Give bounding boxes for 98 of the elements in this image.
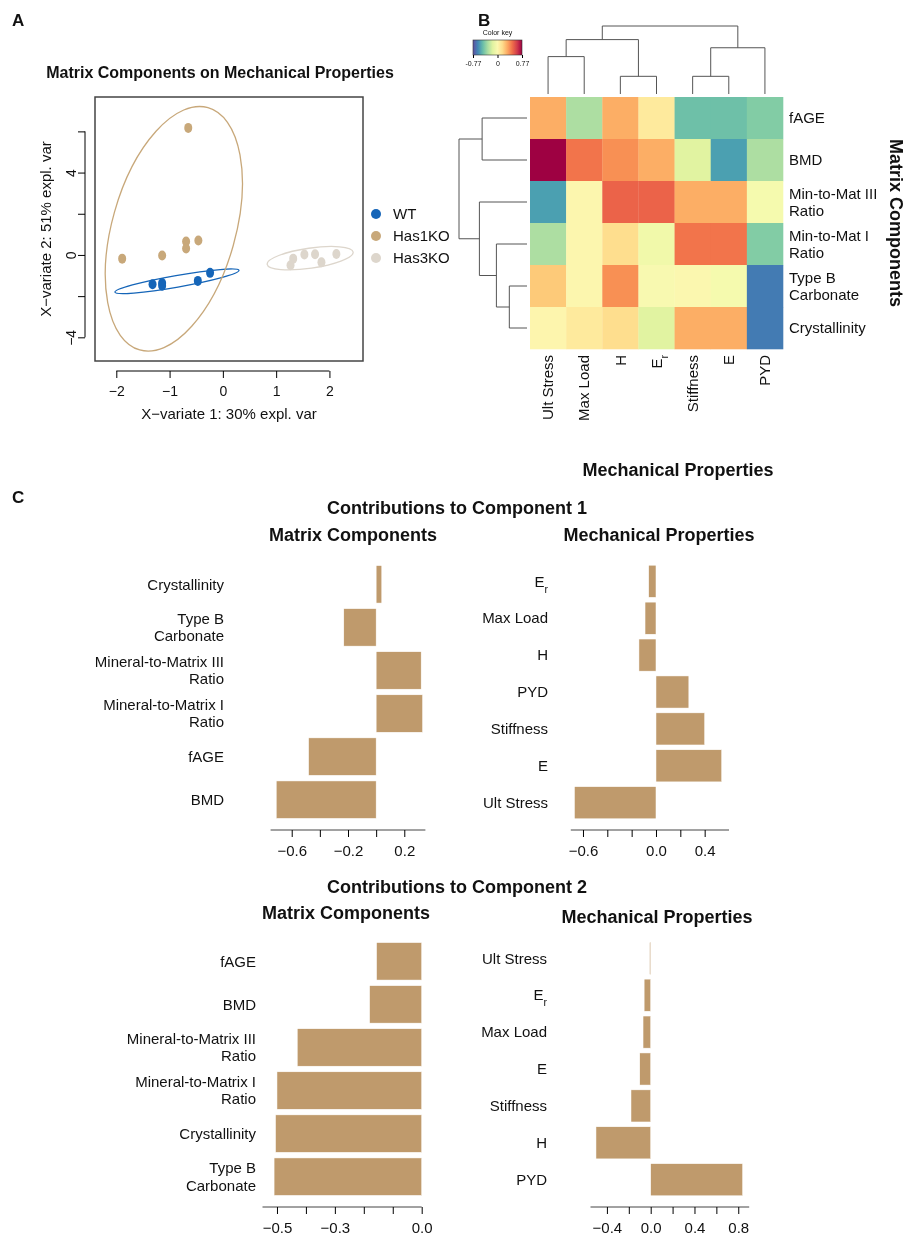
point (332, 248, 341, 259)
bar (375, 565, 383, 604)
x-tick-label: −0.2 (333, 841, 364, 859)
bar (574, 786, 657, 820)
x-tick-label: 0.0 (646, 841, 667, 859)
y-tick-label: Mineral-to-Matrix III Ratio (126, 1030, 256, 1065)
x-tick-label: −1 (162, 383, 179, 400)
chart-subtitle: Matrix Components (268, 525, 438, 546)
bar (655, 712, 705, 746)
y-tick-label: Max Load (482, 609, 548, 627)
y-tick-label: Mineral-to-Matrix I Ratio (135, 1073, 256, 1108)
y-tick-label: fAGE (188, 747, 224, 765)
y-tick-label: E$_{r}$ (533, 986, 548, 1009)
y-tick-label: fAGE (789, 109, 825, 127)
legend-label: Has3KO (393, 249, 450, 267)
y-tick-label: Max Load (481, 1023, 547, 1041)
bar (343, 608, 377, 647)
chart-subtitle: Mechanical Properties (563, 525, 755, 546)
y-tick-label: E$_{r}$ (534, 572, 549, 595)
y-tick-label: H (536, 1134, 547, 1152)
x-tick-label: 0.4 (684, 1218, 706, 1236)
bar (648, 564, 657, 598)
x-axis-title: Mechanical Properties (582, 460, 774, 481)
y-axis-title: Matrix Components (885, 138, 906, 308)
point (317, 257, 326, 268)
x-tick-label: H (611, 355, 629, 366)
y-tick-label: Mineral-to-Matrix I Ratio (103, 696, 224, 731)
point (311, 249, 320, 260)
chart-title: Matrix Components on Mechanical Properties (46, 63, 394, 81)
y-tick-label: Min-to-Mat I Ratio (789, 226, 870, 261)
y-tick-label: −4 (62, 329, 79, 346)
point (300, 249, 309, 260)
y-tick-label: Crystallinity (147, 575, 225, 593)
point (286, 260, 295, 271)
x-tick-label: −0.3 (320, 1218, 351, 1236)
text: A (12, 10, 25, 30)
chart-title: Contributions to Component 1 (327, 498, 587, 519)
y-tick-label: Stiffness (490, 720, 548, 738)
y-tick-label: Crystallinity (789, 319, 867, 337)
point (148, 279, 157, 290)
point (206, 267, 215, 278)
bar (655, 675, 690, 709)
y-tick-label: Crystallinity (179, 1124, 257, 1142)
bar (375, 651, 422, 690)
y-tick-label: Mineral-to-Matrix III Ratio (94, 653, 224, 688)
legend-label: Has1KO (393, 227, 450, 245)
y-tick-label: E (537, 757, 548, 775)
x-tick-label: 0.0 (640, 1218, 662, 1236)
y-tick-label: PYD (517, 683, 549, 701)
chart-subtitle: Matrix Components (261, 903, 431, 924)
bar (644, 601, 657, 635)
point (158, 250, 167, 261)
y-tick-label: E (536, 1060, 547, 1078)
y-tick-label: 0 (62, 251, 79, 260)
bar (275, 780, 377, 819)
y-tick-label: H (537, 646, 548, 664)
x-tick-label: −0.6 (277, 841, 308, 859)
point (194, 235, 203, 246)
y-tick-label: 4 (62, 168, 79, 177)
y-axis-title: X−variate 2: 51% expl. var (37, 141, 55, 317)
y-tick-label: Min-to-Mat III Ratio (789, 184, 878, 219)
x-tick-label: −0.4 (592, 1218, 623, 1236)
y-tick-label: Ult Stress (482, 793, 548, 811)
x-tick-label: 0.2 (394, 841, 416, 859)
x-tick-label: −2 (108, 383, 125, 400)
chart-title: Contributions to Component 2 (327, 877, 587, 898)
x-tick-label: E (720, 355, 738, 366)
point (184, 122, 193, 133)
y-tick-label: Stiffness (489, 1097, 547, 1115)
x-axis-title: X−variate 1: 30% expl. var (141, 405, 317, 423)
y-tick-label: BMD (190, 790, 225, 808)
x-tick-label: 0.8 (728, 1218, 750, 1236)
text: B (478, 10, 491, 30)
bar (375, 694, 423, 733)
x-tick-label: 1 (272, 383, 281, 400)
chart-subtitle: Mechanical Properties (561, 907, 753, 928)
x-tick-label: Stiffness (683, 355, 701, 413)
bar (655, 749, 722, 783)
bar (308, 737, 377, 776)
y-tick-label: Type B Carbonate (789, 268, 860, 303)
x-tick-label: −0.5 (262, 1218, 293, 1236)
y-tick-label: Type B Carbonate (153, 610, 224, 645)
y-tick-label: BMD (789, 151, 823, 169)
x-tick-label: 2 (326, 383, 335, 400)
y-tick-label: PYD (516, 1170, 548, 1188)
x-tick-label: −0.6 (568, 841, 599, 859)
y-tick-label: Ult Stress (481, 949, 547, 967)
y-tick-label: fAGE (220, 952, 256, 970)
y-tick-label: BMD (222, 995, 257, 1013)
x-tick-label: 0.0 (411, 1218, 433, 1236)
point (193, 275, 202, 286)
point (118, 253, 127, 264)
bar (638, 638, 657, 672)
x-tick-label: PYD (756, 354, 774, 386)
y-tick-label: Type B Carbonate (185, 1159, 256, 1194)
legend-label: WT (393, 205, 417, 223)
text: C (12, 487, 25, 507)
x-tick-label: 0.4 (694, 841, 716, 859)
